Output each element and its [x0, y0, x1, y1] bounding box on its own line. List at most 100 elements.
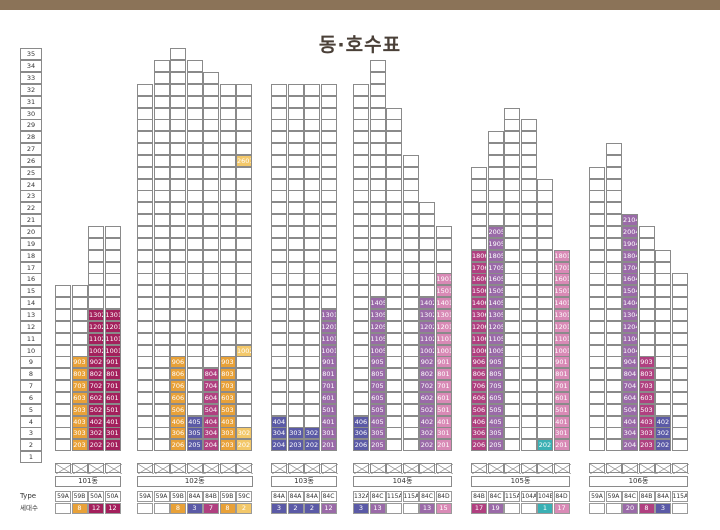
empty-cell	[287, 261, 304, 274]
empty-cell	[219, 226, 236, 238]
empty-cell	[487, 214, 504, 227]
empty-cell	[589, 273, 605, 286]
empty-cell	[304, 391, 320, 404]
pilotis-cross-icon	[403, 464, 420, 474]
empty-cell	[537, 178, 553, 191]
empty-cell	[219, 107, 236, 120]
empty-cell	[236, 202, 252, 215]
building-label: 105동	[471, 476, 570, 487]
empty-cell	[137, 380, 153, 393]
empty-cell	[219, 143, 236, 156]
empty-cell	[55, 297, 71, 310]
unit-cell: 1101	[320, 332, 337, 345]
empty-cell	[655, 249, 671, 262]
empty-cell	[153, 415, 170, 428]
empty-cell	[655, 403, 671, 416]
empty-cell	[537, 297, 553, 310]
empty-cell	[520, 214, 537, 227]
empty-cell	[304, 308, 320, 321]
unit-cell: 703	[638, 380, 655, 393]
empty-cell	[638, 320, 655, 333]
empty-cell	[304, 285, 320, 298]
empty-cell	[471, 226, 487, 238]
empty-cell	[153, 344, 170, 357]
empty-cell	[504, 107, 520, 120]
empty-cell	[304, 226, 320, 238]
unit-cell: 805	[369, 368, 386, 381]
unit-cell: 1004	[622, 344, 638, 357]
empty-cell	[153, 178, 170, 191]
empty-cell	[304, 131, 320, 144]
floor-label: 21	[20, 214, 42, 227]
pilotis-cross-icon	[420, 464, 436, 474]
empty-cell	[137, 344, 153, 357]
empty-cell	[589, 226, 605, 238]
empty-cell	[520, 119, 537, 132]
unit-cell: 805	[487, 368, 504, 381]
unit-cell: 1206	[471, 320, 487, 333]
empty-cell	[219, 178, 236, 191]
empty-cell	[520, 368, 537, 381]
empty-cell	[504, 143, 520, 156]
empty-cell	[386, 226, 402, 238]
empty-cell	[55, 332, 71, 345]
empty-cell	[271, 249, 287, 262]
unit-cell: 1002	[419, 344, 435, 357]
unit-cell: 1301	[320, 308, 337, 321]
unit-cell: 1605	[487, 273, 504, 286]
unit-cell: 404	[203, 415, 219, 428]
unit-count-cell	[137, 503, 153, 514]
unit-cell: 801	[320, 368, 337, 381]
empty-cell	[471, 202, 487, 215]
empty-cell	[369, 226, 386, 238]
empty-cell	[104, 261, 121, 274]
unit-cell: 2601	[236, 154, 252, 167]
empty-cell	[504, 332, 520, 345]
empty-cell	[520, 344, 537, 357]
empty-cell	[137, 391, 153, 404]
unit-cell: 305	[369, 427, 386, 440]
floor-label: 24	[20, 178, 42, 191]
empty-cell	[504, 178, 520, 191]
unit-cell: 905	[369, 356, 386, 369]
unit-cell: 1405	[369, 297, 386, 310]
empty-cell	[520, 285, 537, 298]
empty-cell	[236, 297, 252, 310]
empty-cell	[170, 60, 186, 73]
empty-cell	[504, 237, 520, 250]
unit-cell: 305	[487, 427, 504, 440]
empty-cell	[537, 391, 553, 404]
empty-cell	[304, 214, 320, 227]
unit-cell: 1301	[104, 308, 121, 321]
unit-cell: 505	[369, 403, 386, 416]
empty-cell	[304, 178, 320, 191]
unit-cell: 1501	[553, 285, 570, 298]
empty-cell	[605, 249, 622, 262]
unit-cell: 1105	[369, 332, 386, 345]
empty-cell	[271, 285, 287, 298]
unit-type-cell: 84B	[203, 491, 219, 502]
empty-cell	[605, 297, 622, 310]
empty-cell	[386, 190, 402, 203]
unit-cell: 1805	[487, 249, 504, 262]
empty-cell	[320, 143, 337, 156]
empty-cell	[605, 391, 622, 404]
floor-label: 30	[20, 107, 42, 120]
unit-cell: 902	[88, 356, 104, 369]
pilotis-cell	[271, 463, 288, 474]
unit-cell: 1704	[622, 261, 638, 274]
empty-cell	[471, 214, 487, 227]
empty-cell	[137, 273, 153, 286]
empty-cell	[605, 166, 622, 179]
unit-cell: 1101	[104, 332, 121, 345]
pilotis-cross-icon	[639, 464, 656, 474]
pilotis-cell	[504, 463, 521, 474]
floor-label: 17	[20, 261, 42, 274]
unit-type-cell: 84D	[553, 491, 570, 502]
empty-cell	[304, 332, 320, 345]
empty-cell	[55, 427, 71, 440]
empty-cell	[320, 154, 337, 167]
unit-cell: 1205	[369, 320, 386, 333]
empty-cell	[186, 119, 203, 132]
empty-cell	[271, 202, 287, 215]
